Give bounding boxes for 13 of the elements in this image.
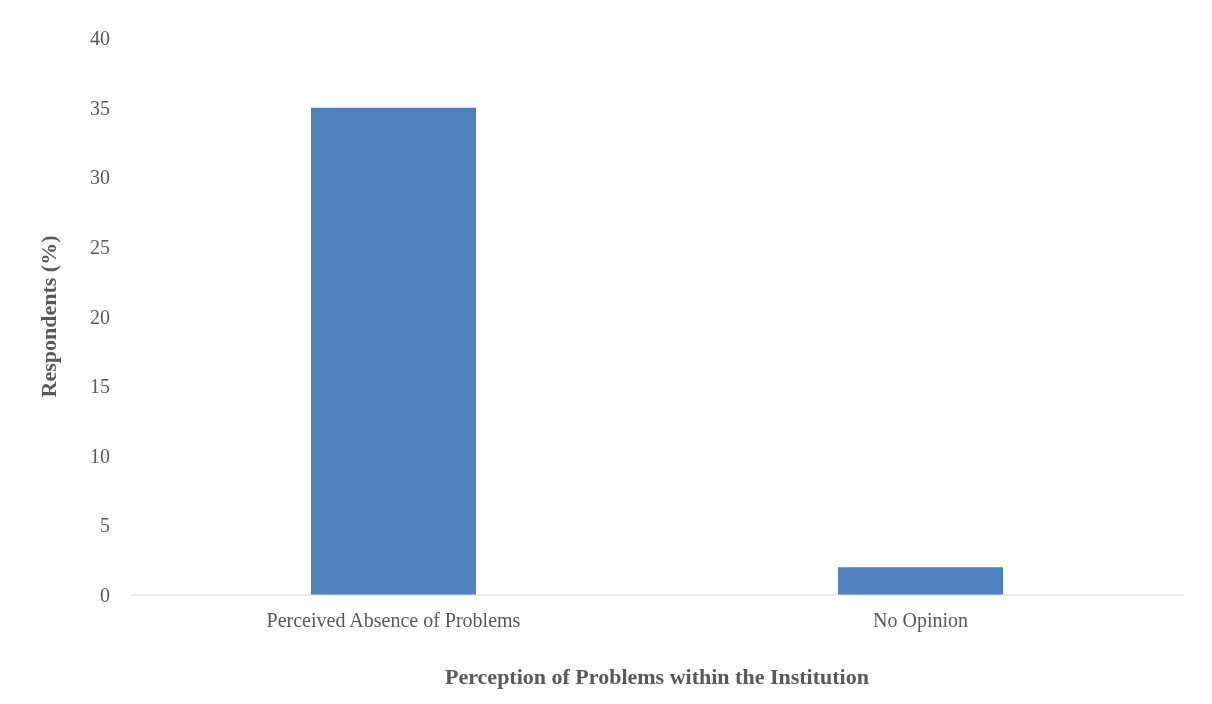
y-tick-label: 35 bbox=[90, 96, 110, 119]
y-tick-label: 15 bbox=[90, 375, 110, 398]
y-tick-label: 30 bbox=[90, 166, 110, 189]
x-tick-label: No Opinion bbox=[873, 609, 968, 633]
x-axis-title: Perception of Problems within the Institution bbox=[445, 664, 869, 689]
y-tick-label: 5 bbox=[100, 514, 110, 537]
y-tick-label: 0 bbox=[100, 584, 110, 607]
x-tick-label: Perceived Absence of Problems bbox=[266, 609, 521, 632]
y-axis-title: Respondents (%) bbox=[35, 235, 61, 398]
y-tick-label: 40 bbox=[90, 27, 110, 50]
y-tick-label: 10 bbox=[90, 444, 110, 467]
y-tick-label: 25 bbox=[90, 235, 110, 258]
y-tick-label: 20 bbox=[90, 305, 110, 328]
